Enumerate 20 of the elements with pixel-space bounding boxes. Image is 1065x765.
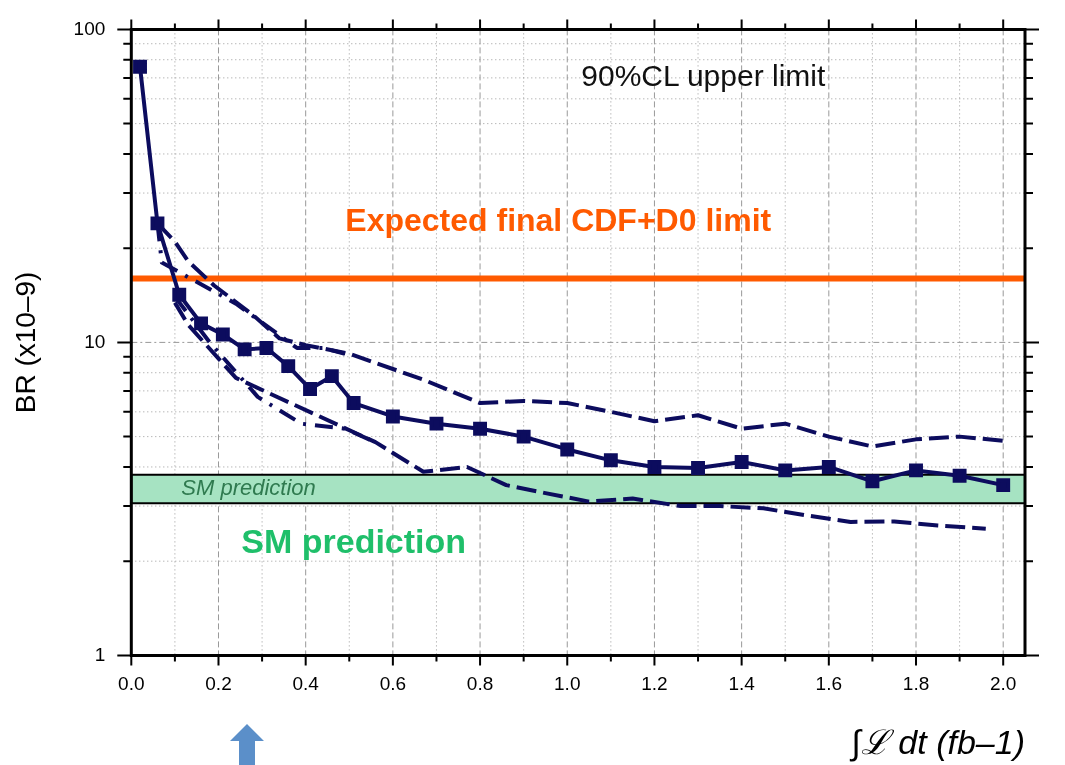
x-tick-label: 0.0 [118, 673, 145, 695]
x-tick-label: 0.8 [466, 673, 494, 695]
y-tick-label: 10 [84, 330, 106, 352]
x-tick-label: 0.6 [379, 673, 407, 695]
x-tick-label: 2.0 [989, 673, 1017, 695]
band-label: SM prediction [181, 475, 316, 501]
x-tick-label: 1.8 [902, 673, 930, 695]
x-tick-label: 1.2 [641, 673, 668, 695]
ref-line-label: Expected final CDF+D0 limit [345, 202, 772, 239]
x-tick-label: 1.4 [728, 673, 756, 695]
x-tick-label: 0.2 [205, 673, 232, 695]
x-tick-label: 1.0 [554, 673, 581, 695]
y-tick-label: 100 [73, 17, 106, 39]
annotation: 90%CL upper limit [581, 58, 826, 92]
x-tick-label: 0.4 [292, 673, 320, 695]
x-axis-title: ∫ℒ dt (fb–1) [849, 723, 1025, 763]
y-axis-title: BR (x10–9) [9, 271, 41, 414]
y-tick-label: 1 [94, 643, 106, 665]
annotation: SM prediction [241, 521, 467, 560]
x-tick-label: 1.6 [815, 673, 843, 695]
